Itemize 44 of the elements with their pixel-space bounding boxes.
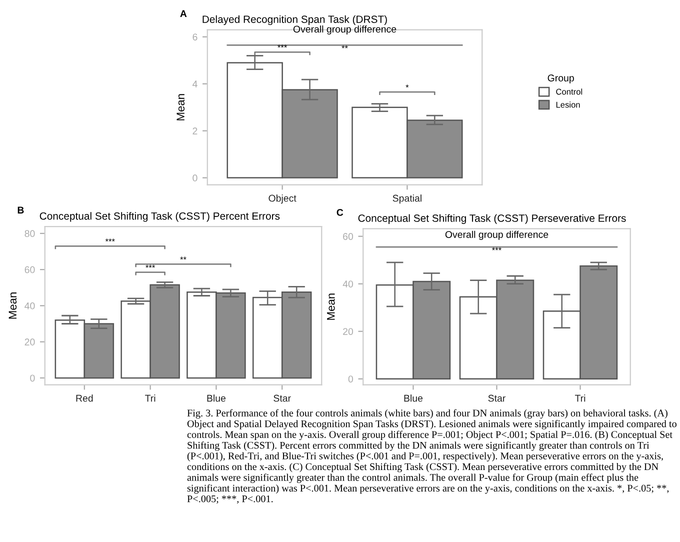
y-tick-label: 6 xyxy=(192,34,198,40)
text: C xyxy=(336,208,344,216)
text: A xyxy=(180,10,187,17)
y-tick-label: 40 xyxy=(24,302,35,310)
annotation: *** xyxy=(146,264,156,268)
y-tick-label: 80 xyxy=(24,230,35,238)
y-axis-title: Mean xyxy=(327,294,335,320)
chart-title: Conceptual Set Shifting Task (CSST) Percent Errors xyxy=(40,212,280,222)
legend-label: Lesion xyxy=(556,102,580,108)
annotation: *** xyxy=(278,44,288,48)
y-axis-title: Mean xyxy=(8,292,17,319)
text: B xyxy=(18,206,24,214)
x-tick-label: Spatial xyxy=(392,194,422,204)
y-tick-label: 0 xyxy=(30,374,35,382)
annotation: Overall group difference xyxy=(293,25,396,35)
chart-title: Delayed Recognition Span Task (DRST) xyxy=(202,15,387,26)
y-tick-label: 4 xyxy=(192,80,198,88)
annotation: Overall group difference xyxy=(445,230,548,240)
y-tick-label: 40 xyxy=(342,280,354,288)
legend-title: Group xyxy=(548,74,574,84)
x-tick-label: Blue xyxy=(404,394,423,402)
x-tick-label: Red xyxy=(76,394,93,402)
y-tick-label: 60 xyxy=(343,233,354,240)
y-tick-label: 20 xyxy=(24,338,35,346)
ref-line-label: ** xyxy=(342,45,348,48)
legend-label: Control xyxy=(556,88,582,95)
annotation: * xyxy=(406,84,409,88)
annotation: ** xyxy=(180,256,186,260)
x-tick-label: Object xyxy=(268,194,296,204)
annotation: *** xyxy=(105,238,115,242)
y-tick-label: 60 xyxy=(24,266,35,274)
y-axis-title: Mean xyxy=(176,94,185,120)
text: Fig. 3. Performance of the four controls animals (white bars) and four DN animals (gray bars) on behavioral tasks. (A) Object and Spatial Delayed Recognition Span Tasks (DRST). Lesioned animals were significantly impaired compared to controls. Mean span on the y-axis. Overall group difference P=.001; Object P<.001; Spatial P=.016. (B) Conceptual Set Shifting Task (CSST). Percent errors committed by the DN animals were significantly greater than controls on Tri (P<.001), Red-Tri, and Blue-Tri switches (P<.001 and P=.001, respectively). Mean perseverative errors on the y-axis, conditions on the x-axis. (C) Conceptual Set Shifting Task (CSST). Mean perseverative errors committed by the DN animals were significantly greater than the control animals. The overall P-value for Group (main effect plus the significant interaction) was P<.001. Mean perseverative errors are on the y-axis, conditions on the x-axis. *, P<.05; **, P<.005; ***, P<.001. xyxy=(187,409,676,504)
y-tick-label: 20 xyxy=(343,328,354,335)
chart-title: Conceptual Set Shifting Task (CSST) Perseverative Errors xyxy=(358,214,626,224)
x-tick-label: Tri xyxy=(145,394,156,402)
y-tick-label: 0 xyxy=(192,174,198,182)
x-tick-label: Star xyxy=(488,394,506,402)
x-tick-label: Star xyxy=(274,394,291,402)
x-tick-label: Blue xyxy=(207,394,226,402)
y-tick-label: 0 xyxy=(348,376,354,382)
x-tick-label: Tri xyxy=(574,394,586,402)
y-tick-label: 2 xyxy=(192,128,198,134)
ref-line-label: *** xyxy=(492,247,502,250)
